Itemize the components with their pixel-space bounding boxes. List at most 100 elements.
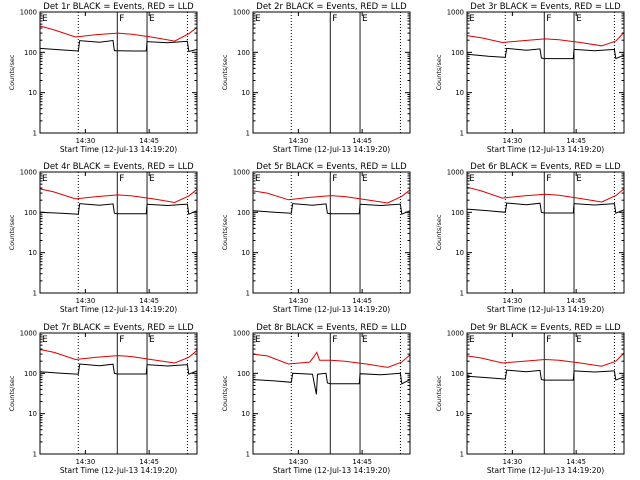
x-tick-label: 14:45 (139, 458, 159, 466)
plot-frame (39, 332, 198, 455)
event-label: E (42, 174, 48, 184)
y-tick-label: 10 (28, 410, 37, 418)
y-tick-label: 100 (24, 49, 37, 57)
event-label: E (469, 14, 475, 24)
x-tick-label: 14:30 (503, 297, 523, 305)
y-axis-label: Counts/sec (8, 375, 16, 411)
y-tick-label: 100 (451, 209, 464, 217)
x-tick-label: 14:30 (76, 458, 96, 466)
x-axis-label: Start Time (12-Jul-13 14:19:20) (487, 145, 604, 154)
lld-series-line (39, 25, 198, 42)
x-tick-label: 14:45 (352, 297, 372, 305)
plot-frame (466, 11, 625, 134)
y-tick-label: 1 (33, 290, 37, 298)
x-tick-label: 14:30 (503, 137, 523, 145)
panel-det-2r: Det 2r BLACK = Events, RED = LLD E F E 1 10 10… (221, 2, 411, 154)
x-axis-label: Start Time (12-Jul-13 14:19:20) (273, 466, 390, 475)
event-label: F (119, 335, 124, 345)
plot-frame (39, 11, 198, 134)
x-tick-label: 14:45 (566, 458, 586, 466)
y-tick-label: 1 (460, 130, 464, 138)
event-label: F (119, 14, 124, 24)
x-tick-label: 14:30 (76, 297, 96, 305)
x-tick-label: 14:30 (76, 137, 96, 145)
y-tick-label: 10 (455, 89, 464, 97)
plot-frame (466, 332, 625, 455)
x-tick-label: 14:30 (503, 458, 523, 466)
panel-det-1r: Det 1r BLACK = Events, RED = LLD E F E 1 10 10… (8, 2, 198, 154)
y-axis-label: Counts/sec (8, 54, 16, 90)
lld-series-line (466, 186, 625, 203)
y-tick-label: 100 (237, 209, 250, 217)
panel-title: Det 4r BLACK = Events, RED = LLD (43, 162, 194, 172)
y-tick-label: 1000 (447, 330, 464, 338)
events-series-line (252, 203, 411, 215)
panel-title: Det 7r BLACK = Events, RED = LLD (43, 323, 194, 333)
event-label: E (576, 14, 582, 24)
event-label: E (469, 335, 475, 345)
panel-det-3r: Det 3r BLACK = Events, RED = LLD E F E 1 10 10… (435, 2, 625, 154)
panel-title: Det 5r BLACK = Events, RED = LLD (256, 162, 407, 172)
y-tick-label: 10 (28, 249, 37, 257)
plot-frame (39, 171, 198, 294)
x-axis-label: Start Time (12-Jul-13 14:19:20) (487, 305, 604, 314)
y-tick-label: 10 (455, 410, 464, 418)
panel-title: Det 1r BLACK = Events, RED = LLD (43, 2, 194, 12)
panel-det-8r: Det 8r BLACK = Events, RED = LLD E F E 1 10 10… (221, 323, 411, 475)
x-tick-label: 14:45 (352, 137, 372, 145)
events-series-line (252, 372, 411, 395)
event-label: F (332, 14, 337, 24)
y-tick-label: 10 (241, 89, 250, 97)
y-axis-label: Counts/sec (435, 54, 443, 90)
y-tick-label: 1000 (447, 9, 464, 17)
y-tick-label: 100 (24, 370, 37, 378)
event-label: E (362, 335, 368, 345)
y-tick-label: 1 (33, 130, 37, 138)
event-label: E (149, 14, 155, 24)
x-tick-label: 14:45 (566, 137, 586, 145)
event-label: E (469, 174, 475, 184)
y-axis-label: Counts/sec (435, 375, 443, 411)
event-label: E (362, 174, 368, 184)
y-tick-label: 1000 (20, 330, 37, 338)
x-tick-label: 14:30 (289, 137, 309, 145)
lld-series-line (466, 32, 625, 47)
event-label: F (332, 335, 337, 345)
lld-series-line (252, 189, 411, 204)
y-tick-label: 1 (33, 451, 37, 459)
panel-title: Det 3r BLACK = Events, RED = LLD (470, 2, 621, 12)
panel-det-4r: Det 4r BLACK = Events, RED = LLD E F E 1 10 10… (8, 162, 198, 314)
event-label: E (255, 335, 261, 345)
events-series-line (466, 369, 625, 381)
y-tick-label: 10 (455, 249, 464, 257)
events-series-line (466, 202, 625, 214)
event-label: F (119, 174, 124, 184)
x-axis-label: Start Time (12-Jul-13 14:19:20) (273, 145, 390, 154)
events-series-line (39, 39, 198, 53)
panel-title: Det 6r BLACK = Events, RED = LLD (470, 162, 621, 172)
x-axis-label: Start Time (12-Jul-13 14:19:20) (60, 305, 177, 314)
event-label: E (576, 174, 582, 184)
event-label: E (576, 335, 582, 345)
x-tick-label: 14:45 (139, 297, 159, 305)
panel-det-5r: Det 5r BLACK = Events, RED = LLD E F E 1 10 10… (221, 162, 411, 314)
y-tick-label: 1 (460, 290, 464, 298)
y-tick-label: 1000 (233, 169, 250, 177)
y-tick-label: 1000 (233, 330, 250, 338)
x-tick-label: 14:45 (139, 137, 159, 145)
event-label: E (149, 174, 155, 184)
panel-det-7r: Det 7r BLACK = Events, RED = LLD E F E 1 10 10… (8, 323, 198, 475)
x-tick-label: 14:30 (289, 458, 309, 466)
y-tick-label: 1000 (233, 9, 250, 17)
event-label: F (546, 14, 551, 24)
events-series-line (466, 47, 625, 60)
y-tick-label: 100 (451, 370, 464, 378)
y-tick-label: 100 (24, 209, 37, 217)
y-tick-label: 1000 (20, 169, 37, 177)
y-axis-label: Counts/sec (221, 214, 229, 250)
panel-det-6r: Det 6r BLACK = Events, RED = LLD E F E 1 10 10… (435, 162, 625, 314)
events-series-line (39, 203, 198, 215)
x-tick-label: 14:45 (352, 458, 372, 466)
x-axis-label: Start Time (12-Jul-13 14:19:20) (60, 466, 177, 475)
